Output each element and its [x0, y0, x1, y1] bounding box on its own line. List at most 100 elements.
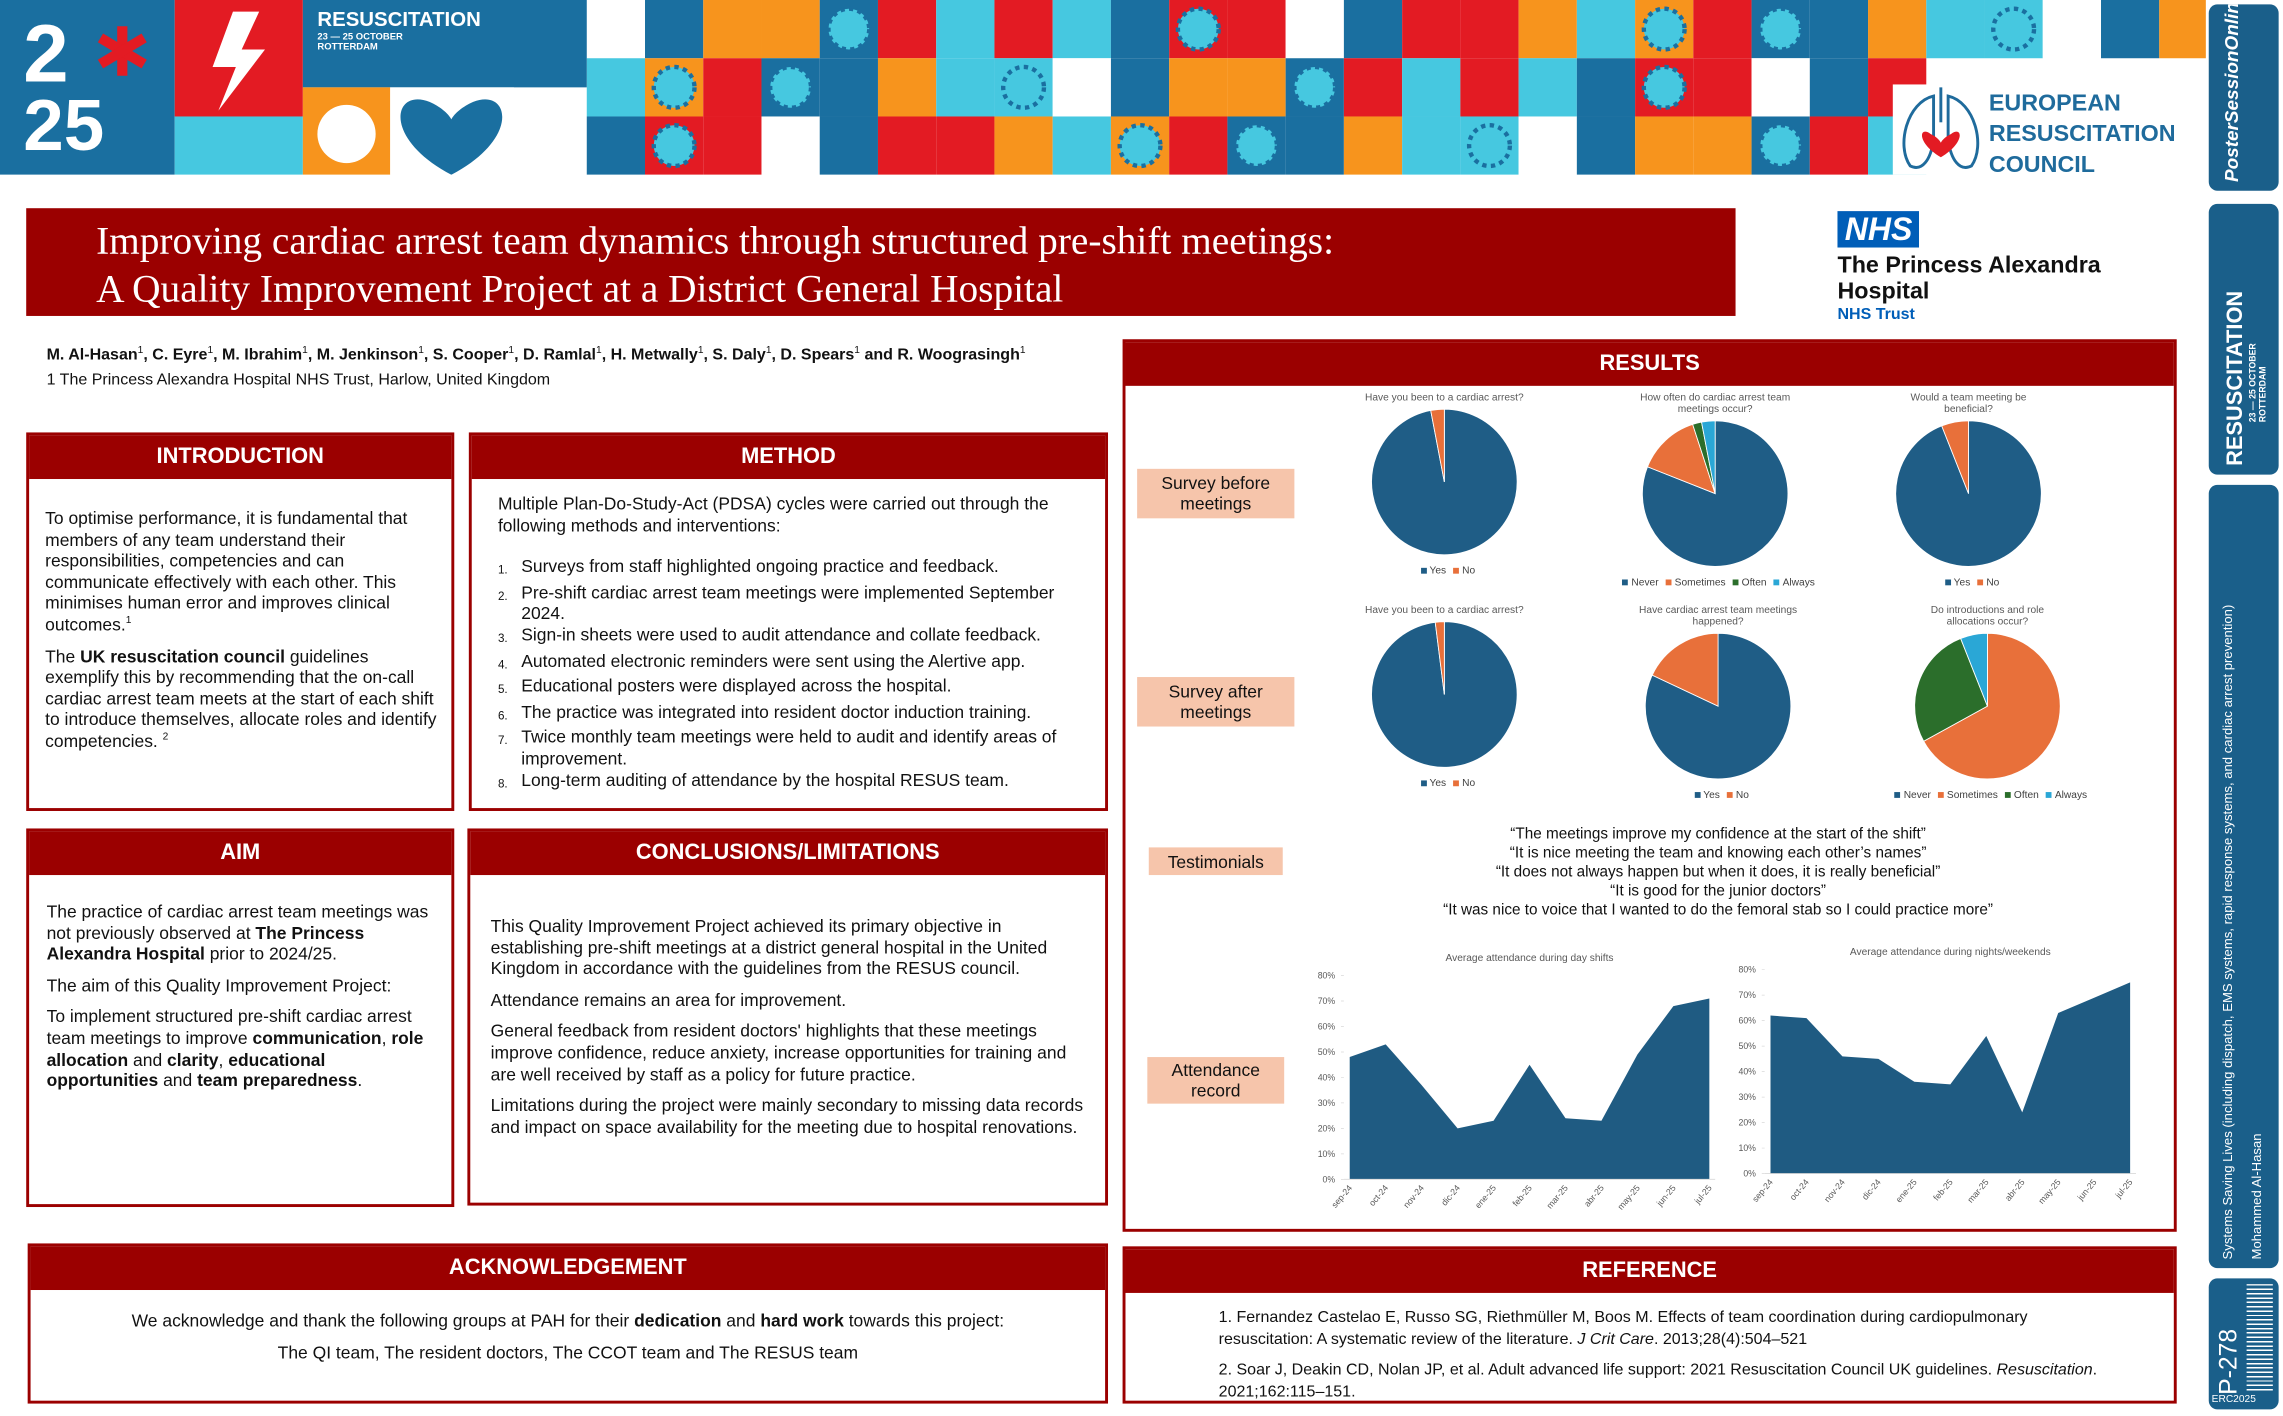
pattern-block	[1402, 0, 1461, 59]
text-run: .	[357, 1070, 363, 1091]
x-tick-label: dic-24	[1860, 1177, 1883, 1202]
chart-title: Do introductions and role allocations oc…	[1930, 605, 2045, 628]
text-run: General feedback from resident doctors' …	[490, 1021, 1067, 1085]
section-body: Multiple Plan-Do-Study-Act (PDSA) cycles…	[472, 479, 1105, 795]
chart-title: Would a team meeting be beneficial?	[1910, 393, 2027, 415]
testimonial: “It is nice meeting the team and knowing…	[1509, 844, 1927, 862]
y-tick-label: 0%	[1323, 1174, 1336, 1184]
area	[1349, 998, 1710, 1180]
legend-label: Yes	[1429, 566, 1447, 577]
pattern-block	[703, 0, 762, 59]
text-run: towards this project:	[843, 1310, 1005, 1331]
list-marker: 4.	[497, 657, 508, 671]
text-run: We acknowledge and thank the following g…	[131, 1310, 635, 1331]
legend-label: Never	[1903, 790, 1931, 801]
chart-title: Have you been to a cardiac arrest?	[1365, 393, 1524, 404]
circle	[317, 104, 376, 164]
text-run: , C. Eyre	[143, 346, 208, 364]
legend-label: No	[1462, 778, 1476, 790]
nhs-badge: NHS	[1837, 211, 1920, 248]
event-dates: 23 — 25 OCTOBER	[2249, 343, 2259, 423]
title-line: A Quality Improvement Project at a Distr…	[96, 266, 1064, 311]
x-tick-label: may-25	[2036, 1177, 2062, 1206]
lightning	[212, 11, 265, 111]
y-tick-label: 10%	[1738, 1143, 1756, 1153]
section-body: 1. Fernandez Castelao E, Russo SG, Rieth…	[1125, 1293, 2173, 1402]
event-city: ROTTERDAM	[317, 42, 378, 53]
pattern-block	[703, 58, 762, 117]
x-tick-label: mar-25	[1965, 1177, 1991, 1205]
paragraph: Attendance remains an area for improveme…	[491, 990, 1088, 1011]
pattern-block	[1693, 116, 1752, 175]
pattern-star	[651, 123, 697, 169]
section-heading: METHOD	[471, 435, 1106, 480]
text-run: The QI team, The resident doctors, The C…	[277, 1341, 859, 1363]
paragraph: The aim of this Quality Improvement Proj…	[47, 975, 437, 996]
text-run: and	[128, 1049, 168, 1070]
pattern-block	[1052, 0, 1111, 59]
section-body: The practice of cardiac arrest team meet…	[29, 875, 451, 1092]
text-run: M. Al-Hasan	[46, 346, 138, 364]
method-intro: Multiple Plan-Do-Study-Act (PDSA) cycles…	[498, 494, 1091, 536]
x-tick-label: nov-24	[1401, 1183, 1426, 1210]
reference: REFERENCE 1. Fernandez Castelao E, Russo…	[1122, 1246, 2177, 1404]
pie-chart	[1644, 632, 1792, 780]
brand: PosterSessionOnline	[2220, 4, 2243, 182]
pattern-block	[1169, 116, 1228, 175]
legend-label: Often	[2013, 790, 2039, 801]
y-tick-label: 50%	[1738, 1041, 1756, 1051]
legend-swatch	[2005, 792, 2012, 798]
list-marker: 7.	[497, 734, 508, 748]
legend-label: Sometimes	[1674, 578, 1726, 589]
text-run: The	[45, 645, 81, 667]
pattern-block	[586, 58, 646, 117]
chart: Have you been to a cardiac arrest? Yes No	[1306, 393, 1583, 576]
legend: Yes No	[1306, 566, 1583, 577]
pattern-block	[761, 116, 820, 175]
text-run: , S. Cooper	[423, 346, 509, 364]
pattern-block	[1460, 0, 1519, 59]
pattern-star	[1758, 123, 1804, 169]
text-run: 1	[418, 345, 424, 356]
paragraph: We acknowledge and thank the following g…	[45, 1310, 1090, 1331]
pattern-block	[1285, 116, 1344, 175]
erc-heart	[1921, 131, 1960, 158]
legend: Never Sometimes Often Always	[1577, 578, 1854, 588]
chart: Have you been to a cardiac arrest? Yes No	[1306, 606, 1583, 789]
trust: NHS Trust	[1837, 305, 1915, 324]
legend-swatch	[1665, 579, 1672, 586]
legend-label: Yes	[1429, 778, 1447, 790]
legend-swatch	[1453, 567, 1460, 574]
title-line: Improving cardiac arrest team dynamics t…	[96, 218, 1335, 263]
pattern-block	[1576, 116, 1636, 175]
introduction: INTRODUCTION To optimise performance, it…	[26, 432, 455, 811]
pattern-star	[1991, 6, 2037, 52]
text-run: 1	[302, 345, 308, 356]
y-tick-label: 60%	[1318, 1021, 1336, 1031]
x-tick-label: jul-25	[2113, 1177, 2135, 1201]
pie-chart	[1371, 408, 1518, 556]
paragraph: M. Al-Hasan1, C. Eyre1, M. Ibrahim1, M. …	[47, 344, 1124, 369]
legend-swatch	[1938, 792, 1945, 798]
legend: Yes No	[1580, 791, 1857, 801]
pie-slice	[1651, 632, 1719, 707]
pattern-star	[1641, 6, 1687, 52]
sidebar-topic: Systems Saving Lives (including dispatch…	[2208, 484, 2279, 1269]
erc-bg	[1892, 84, 2206, 175]
text-run: 1	[137, 345, 144, 356]
pattern-block	[819, 58, 878, 117]
pattern-star	[1233, 123, 1280, 169]
list-marker: 8.	[497, 776, 508, 790]
code: ERC2025	[2211, 1394, 2256, 1406]
x-tick-label: may-25	[1616, 1183, 1642, 1212]
testimonials: “The meetings improve my confidence at t…	[1369, 826, 2068, 921]
list-item: Long-term auditing of attendance by the …	[521, 769, 1009, 790]
text-run: , M. Ibrahim	[213, 346, 303, 364]
text-run: 1	[125, 615, 132, 627]
text-run: 1	[1019, 345, 1026, 356]
pattern-block	[1809, 0, 1869, 59]
x-tick-label: jul-25	[1692, 1183, 1714, 1207]
sidebar-brand: PosterSessionOnline	[2208, 4, 2279, 191]
y-tick-label: 30%	[1318, 1098, 1336, 1108]
text-run: communication	[252, 1027, 382, 1049]
